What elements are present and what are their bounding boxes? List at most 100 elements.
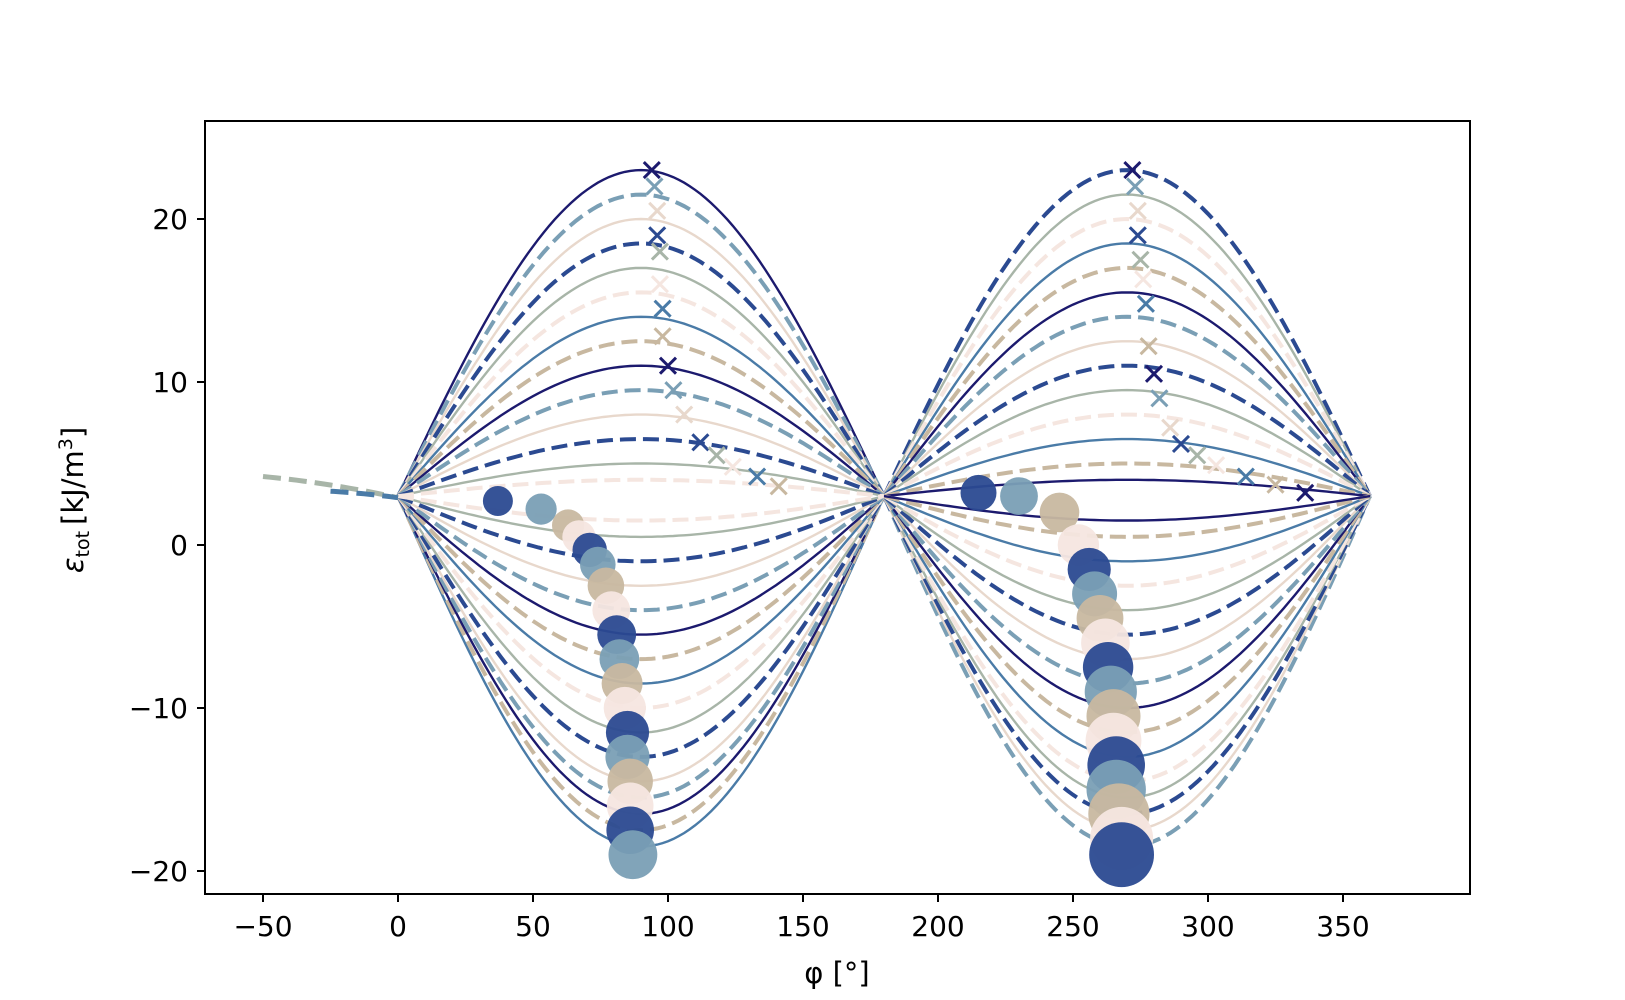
y-label-sup: 3 (55, 438, 77, 450)
maximum-marker (1134, 270, 1153, 289)
maximum-marker (645, 177, 664, 196)
series-curve (396, 290, 886, 498)
y-tick-label: −20 (129, 855, 188, 888)
series-curve (882, 265, 1372, 498)
series-curve (883, 388, 1371, 498)
maximum-marker (650, 242, 669, 261)
maximum-marker (707, 446, 726, 465)
minimum-marker (482, 485, 513, 516)
x-tick-label: 200 (911, 910, 964, 943)
maximum-marker (769, 477, 788, 496)
maximum-marker (1144, 364, 1164, 383)
series-curve (882, 242, 1372, 497)
y-label-sub: tot (72, 531, 94, 558)
series-curve (396, 168, 886, 497)
maximum-marker (650, 275, 669, 294)
maximum-marker (653, 299, 672, 318)
x-tick-label: 300 (1181, 910, 1234, 943)
minimum-marker (1089, 822, 1154, 888)
y-label-main: ε (56, 557, 90, 573)
y-tick-label: 10 (152, 366, 188, 399)
series-curve (396, 217, 886, 497)
series-curve (397, 413, 885, 498)
maximum-marker (1207, 456, 1226, 475)
maximum-marker (675, 405, 694, 424)
series-curve (397, 494, 885, 523)
extension-curve (262, 474, 399, 501)
maximum-marker (642, 161, 661, 180)
maximum-marker (1161, 418, 1180, 437)
series-curve (396, 494, 886, 662)
x-tick-label: 150 (776, 910, 829, 943)
minimum-marker (525, 493, 557, 525)
series-curve (882, 363, 1372, 498)
y-axis-ticks: −20 −10 0 10 20 (129, 203, 205, 888)
series-curve (397, 462, 885, 498)
series-curve (883, 340, 1371, 497)
x-tick-label: 350 (1316, 910, 1369, 943)
series-curve (883, 494, 1371, 563)
series-curve (397, 364, 885, 498)
series-curve (882, 494, 1372, 686)
minimum-marker (1039, 492, 1080, 533)
x-axis-label: φ [°] (804, 956, 869, 990)
maximum-marker (1188, 446, 1207, 465)
series-curve (397, 495, 885, 588)
series-curve (882, 495, 1372, 784)
series-curve (883, 495, 1371, 612)
plot-frame (204, 120, 1471, 895)
series-curve (397, 437, 885, 498)
maximum-marker (653, 327, 672, 346)
series-curve (397, 494, 885, 539)
maximum-marker (648, 226, 667, 245)
x-tick-label: −50 (233, 910, 292, 943)
series-curve (883, 461, 1371, 499)
minimum-marker (1000, 477, 1038, 515)
series-curve (397, 494, 885, 564)
y-axis-label-group: εtot [kJ/m3] (55, 427, 94, 573)
maximum-marker (1236, 467, 1255, 486)
series-curve (882, 193, 1372, 497)
maximum-marker (1131, 250, 1150, 269)
series-curve (882, 216, 1372, 498)
series-curve (882, 168, 1372, 497)
y-tick-label: 20 (152, 203, 188, 236)
y-label-close: ] (56, 427, 90, 438)
maximum-marker (1296, 483, 1315, 502)
maximum-marker (1123, 161, 1142, 180)
series-curve (397, 266, 885, 497)
x-tick-label: 0 (389, 910, 407, 943)
maximum-marker (691, 433, 710, 452)
maximum-marker (1128, 226, 1147, 245)
minimum-marker (608, 830, 658, 880)
series-curve (396, 494, 886, 613)
maximum-marker (1128, 201, 1147, 220)
series-curve (883, 494, 1371, 522)
series-curve (397, 477, 885, 499)
maximum-marker (748, 467, 767, 486)
y-axis-label: εtot [kJ/m3] (55, 427, 94, 573)
x-tick-label: 100 (641, 910, 694, 943)
maximum-marker (648, 201, 667, 220)
series-curve (396, 192, 886, 498)
maximum-marker (1126, 177, 1145, 196)
maximum-marker (1150, 389, 1169, 408)
y-tick-label: −10 (129, 692, 188, 725)
y-tick-label: 0 (170, 529, 188, 562)
series-curve (396, 241, 886, 498)
series-curve (396, 388, 886, 498)
series-curve (397, 495, 885, 636)
series-curve (397, 315, 885, 497)
maximum-marker (658, 356, 678, 375)
x-tick-label: 250 (1046, 910, 1099, 943)
maximum-marker (1139, 337, 1158, 356)
marker-group (482, 161, 1315, 888)
series-curve (883, 291, 1371, 497)
series-curve (883, 437, 1371, 498)
minimum-marker (960, 474, 997, 511)
maximum-marker (1136, 294, 1155, 313)
extension-curve (330, 488, 399, 501)
series-curve (883, 412, 1371, 498)
